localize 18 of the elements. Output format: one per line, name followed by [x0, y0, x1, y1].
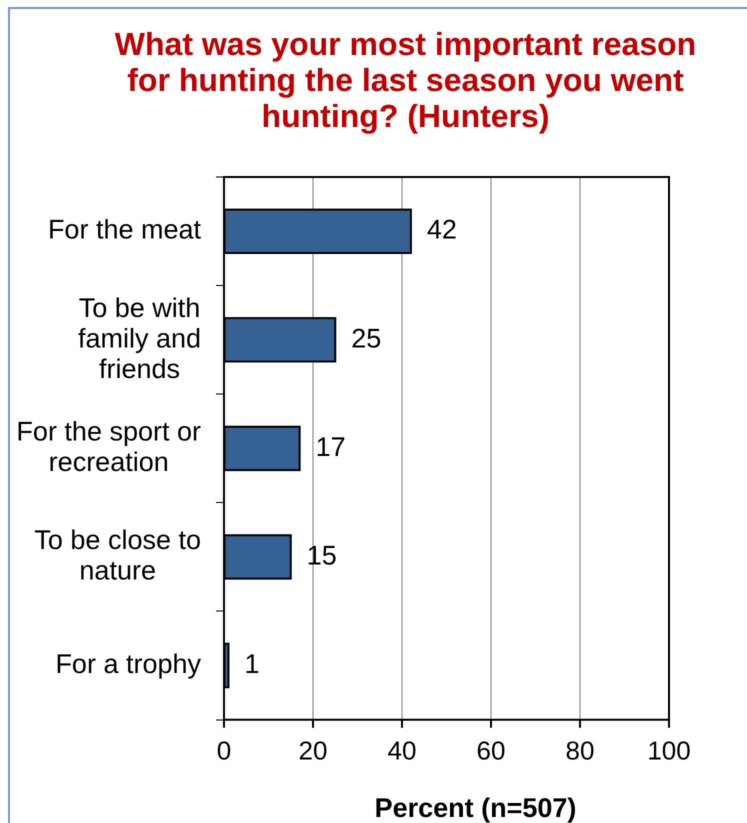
x-tick-label: 80 — [566, 736, 594, 766]
x-tick-label: 60 — [476, 736, 506, 766]
y-tick-label: For the sport or recreation — [16, 416, 202, 478]
x-axis-title: Percent (n=507) — [374, 793, 576, 823]
data-label: 17 — [316, 432, 346, 462]
data-label: 1 — [244, 648, 260, 679]
x-tick-label: 0 — [216, 736, 232, 766]
data-label: 25 — [351, 323, 382, 354]
x-tick-label: 40 — [388, 736, 416, 766]
y-tick-label: For a trophy — [55, 648, 202, 679]
x-tick-label: 20 — [298, 736, 328, 766]
y-tick-label: To be close to nature — [34, 525, 202, 586]
chart-title: What was your most important reason for hunting the last season you went hunting? (Hunters) — [114, 26, 696, 134]
y-tick-label: For the meat — [48, 214, 202, 245]
y-tick-label: To be with family and friends — [78, 292, 202, 384]
data-label: 15 — [306, 540, 337, 570]
x-tick-label: 100 — [647, 736, 691, 766]
data-label: 42 — [426, 214, 457, 245]
